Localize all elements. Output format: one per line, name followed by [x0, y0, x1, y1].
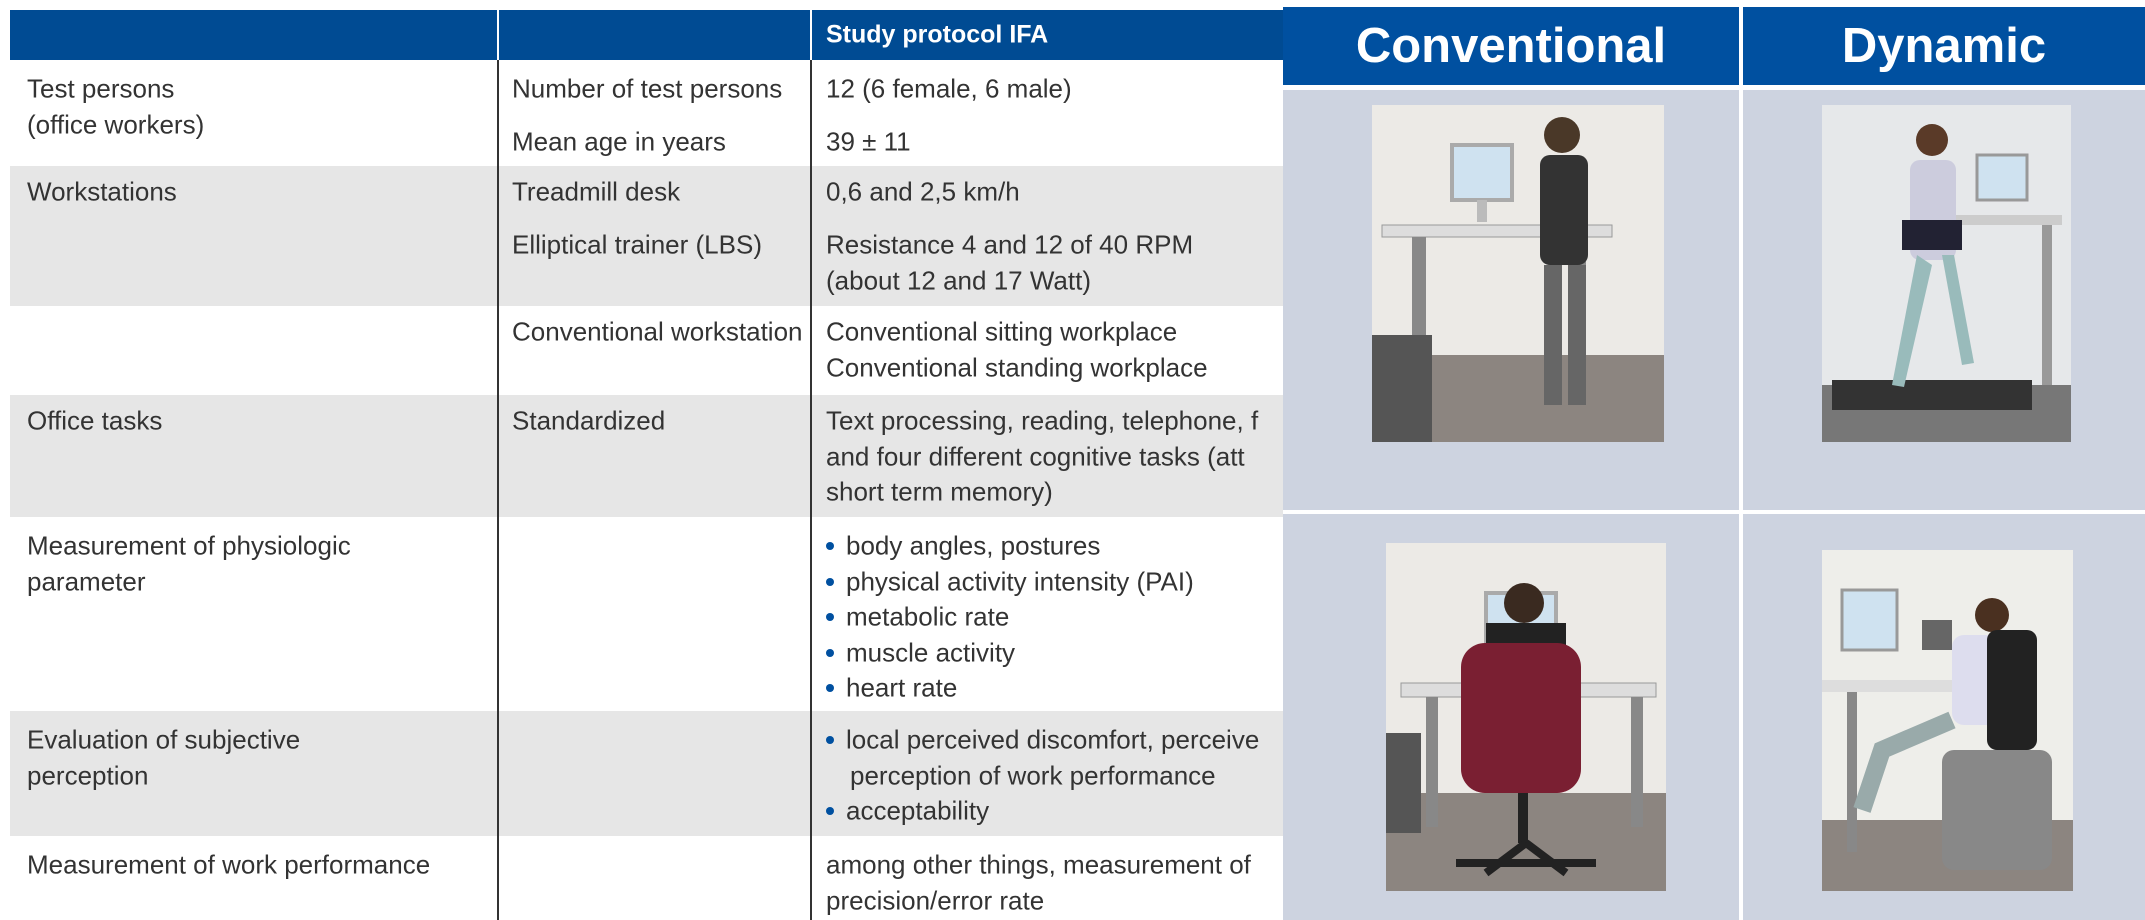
bullet-dot — [826, 684, 834, 692]
bullet-dot — [826, 807, 834, 815]
column-divider — [497, 60, 499, 920]
photo-treadmill — [1822, 105, 2071, 442]
bullet-line: metabolic rate — [846, 601, 1010, 632]
row-category: Measurement of physiologic — [27, 530, 351, 561]
detail-line: Conventional standing workplace — [826, 352, 1208, 382]
row-band — [10, 836, 1283, 920]
row-label: Conventional workstation — [512, 316, 803, 347]
row-band — [10, 166, 1283, 306]
detail-line: 39 ± 11 — [826, 126, 911, 157]
bullet-line: local perceived discomfort, perceive — [846, 724, 1260, 755]
bullet-line: acceptability — [846, 795, 990, 826]
row-label: Standardized — [512, 405, 666, 436]
row-band — [10, 306, 1283, 395]
row-category: Evaluation of subjective — [27, 724, 301, 755]
detail-line: among other things, measurement of — [826, 849, 1251, 880]
row-band — [10, 60, 1283, 166]
detail-column: Study protocol IFA 12 (6 female, 6 male)… — [812, 0, 1283, 920]
bullet-dot — [826, 542, 834, 550]
detail-line: 0,6 and 2,5 km/h — [826, 176, 1020, 207]
row-label: Elliptical trainer (LBS) — [512, 229, 762, 260]
row-category: Workstations — [27, 176, 177, 207]
bullet-line: muscle activity — [846, 637, 1016, 667]
row-band — [10, 711, 1283, 836]
column-divider — [810, 60, 812, 920]
header-divider — [497, 10, 499, 60]
detail-line: precision/error rate — [826, 885, 1045, 915]
detail-line: (about 12 and 17 Watt) — [826, 265, 1091, 295]
row-label: Number of test persons — [512, 73, 783, 104]
row-label: Mean age in years — [512, 126, 726, 157]
row-category: perception — [27, 760, 149, 790]
row-category: (office workers) — [27, 109, 205, 139]
bullet-dot — [826, 613, 834, 621]
detail-line: short term memory) — [826, 476, 1053, 507]
column-header: Dynamic — [1743, 7, 2145, 85]
label-column: Number of test persons Mean age in years T… — [499, 0, 809, 920]
bullet-dot — [826, 736, 834, 744]
photo-elliptical — [1822, 550, 2073, 891]
bullet-dot — [826, 648, 834, 657]
detail-line: Conventional sitting workplace — [826, 316, 1178, 347]
column-header: Conventional — [1283, 7, 1739, 85]
header-divider — [810, 10, 812, 60]
photo-sitting-desk — [1386, 543, 1666, 891]
bullet-line: physical activity intensity (PAI) — [846, 566, 1194, 596]
detail-line: 12 (6 female, 6 male) — [826, 73, 1072, 104]
row-category: Office tasks — [27, 405, 163, 436]
bullet-line: perception of work performance — [850, 760, 1216, 790]
row-category: Test persons — [27, 73, 175, 104]
bullet-dot — [826, 577, 834, 586]
detail-line: and four different cognitive tasks (att — [826, 441, 1245, 471]
header-title: Study protocol IFA — [826, 20, 1049, 49]
photo-standing-desk — [1372, 105, 1664, 442]
row-label: Treadmill desk — [512, 176, 681, 207]
detail-line: Text processing, reading, telephone, f — [826, 405, 1259, 436]
row-band — [10, 517, 1283, 711]
bullet-line: heart rate — [846, 672, 958, 703]
detail-line: Resistance 4 and 12 of 40 RPM — [826, 229, 1194, 260]
table-header — [10, 10, 1283, 60]
row-category: Measurement of work performance — [27, 849, 431, 880]
row-category: parameter — [27, 566, 146, 596]
photo-panel: Conventional Dynamic — [1283, 0, 2145, 920]
category-column: Test persons (office workers) Workstations… — [10, 0, 497, 920]
row-band — [10, 395, 1283, 517]
bullet-line: body angles, postures — [846, 530, 1101, 561]
